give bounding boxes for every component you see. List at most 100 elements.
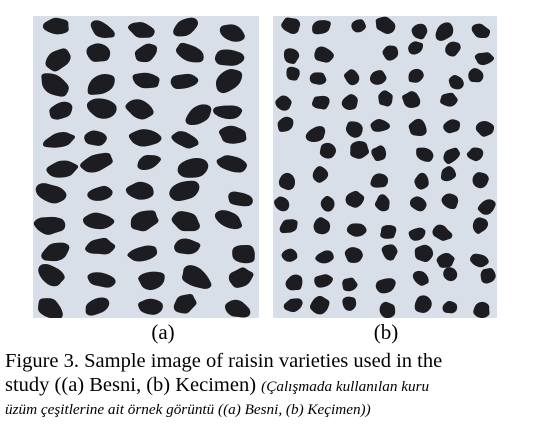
raisin [173, 17, 199, 37]
raisin [370, 119, 391, 132]
raisin [374, 194, 390, 212]
raisin [41, 242, 70, 262]
raisin [371, 145, 387, 162]
raisin [344, 247, 363, 263]
raisin [443, 147, 460, 165]
raisin [214, 210, 243, 230]
raisin [274, 196, 290, 212]
raisin [305, 126, 326, 142]
raisin [314, 46, 334, 63]
raisin [414, 244, 434, 263]
raisin [38, 298, 63, 318]
raisin [87, 185, 113, 201]
raisin [382, 45, 399, 61]
raisin [228, 191, 253, 207]
raisin [277, 116, 294, 132]
raisin [86, 43, 111, 62]
panel-label-b: (b) [373, 320, 399, 344]
raisin [379, 301, 396, 318]
raisin [471, 23, 491, 39]
raisin [275, 95, 292, 111]
raisin [216, 155, 248, 173]
raisin [375, 16, 396, 35]
raisin [181, 265, 212, 289]
raisin [185, 104, 212, 126]
raisin-photo-a [33, 17, 255, 318]
raisin [41, 73, 69, 97]
raisin [87, 272, 116, 288]
raisin [443, 267, 458, 282]
figure-caption: Figure 3. Sample image of raisin varieti… [5, 349, 535, 420]
raisin [42, 17, 69, 35]
raisin [128, 22, 155, 38]
raisin [38, 263, 65, 287]
raisin [174, 238, 201, 255]
raisin [369, 70, 387, 85]
raisin [171, 211, 200, 232]
raisin [285, 274, 303, 291]
raisin [445, 41, 461, 57]
raisin [448, 75, 464, 90]
raisin [213, 105, 243, 120]
raisin [125, 99, 154, 120]
raisin [341, 94, 358, 110]
raisin [125, 181, 154, 200]
raisin [440, 92, 458, 107]
raisin-image-besni [33, 16, 259, 318]
raisin [319, 142, 337, 159]
raisin [138, 271, 165, 291]
caption-line-2: study ((a) Besni, (b) Kecimen) (Çalışmad… [5, 373, 535, 399]
raisin [442, 300, 458, 314]
raisin [472, 217, 489, 234]
raisin [311, 95, 330, 110]
raisin [320, 195, 335, 212]
raisin [33, 216, 66, 235]
raisin [127, 245, 158, 262]
caption-turkish-part: (Çalışmada kullanılan kuru [261, 378, 430, 395]
raisin [402, 91, 421, 108]
raisin [35, 183, 67, 204]
raisin [286, 66, 300, 81]
raisin [90, 20, 115, 39]
raisin [480, 268, 496, 284]
raisin [49, 101, 73, 120]
raisin [313, 217, 331, 235]
raisin [84, 130, 107, 146]
raisin [315, 250, 334, 264]
raisin [473, 301, 490, 318]
raisin [219, 24, 245, 42]
raisin-image-kecimen [273, 16, 497, 318]
raisin [82, 212, 115, 230]
raisin [412, 270, 429, 286]
raisin [342, 296, 357, 311]
raisin [138, 298, 163, 315]
raisin [283, 298, 303, 313]
raisin [414, 172, 429, 190]
raisin [345, 121, 363, 138]
raisin [309, 295, 330, 315]
caption-line-3: üzüm çeşitlerine ait örnek görüntü ((a) … [5, 401, 371, 418]
raisin [173, 293, 197, 314]
raisin [134, 43, 158, 63]
raisin [232, 245, 255, 264]
raisin [408, 68, 424, 83]
raisin [137, 154, 161, 171]
raisin [80, 152, 113, 173]
raisin [466, 147, 484, 162]
raisin [46, 160, 79, 178]
raisin [86, 98, 117, 119]
raisin [350, 140, 370, 159]
raisin [45, 48, 71, 72]
raisin [345, 190, 365, 208]
raisin [344, 69, 360, 86]
raisin [85, 237, 116, 255]
raisin [132, 72, 160, 89]
raisin [440, 166, 457, 182]
raisin [342, 277, 358, 292]
raisin [177, 158, 209, 178]
raisin [411, 23, 428, 40]
raisin [225, 299, 251, 318]
raisin [432, 224, 453, 241]
raisin [468, 68, 484, 83]
raisin [409, 196, 427, 212]
